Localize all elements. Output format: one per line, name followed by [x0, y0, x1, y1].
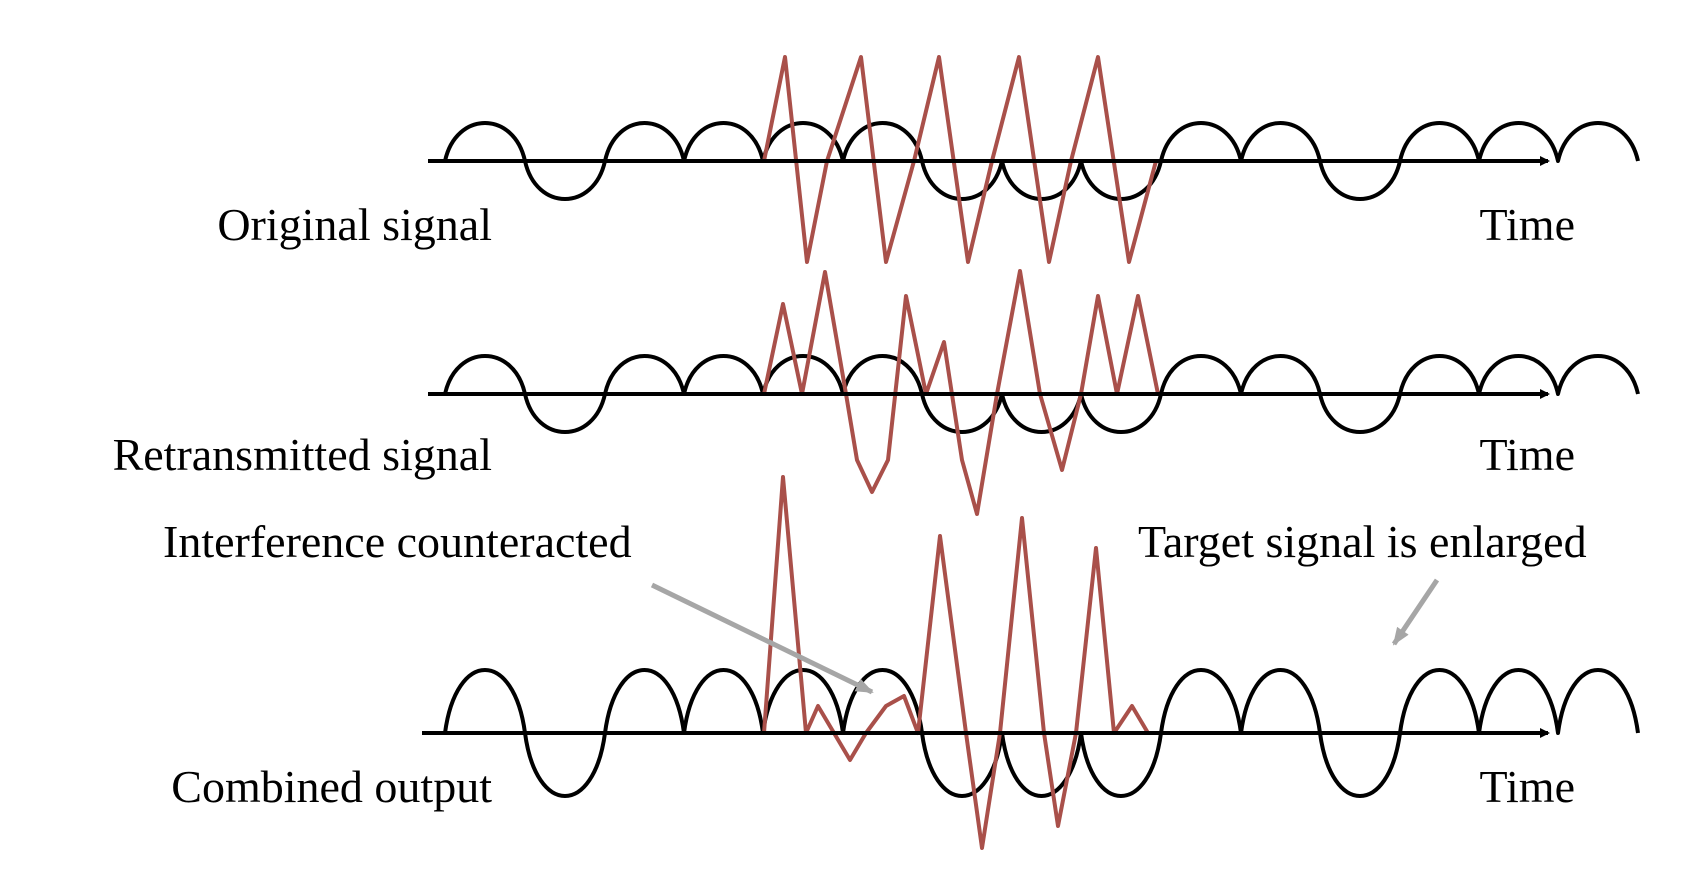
- combined-target-wave: [443, 668, 1640, 798]
- annotation-arrow-interference: [650, 582, 874, 695]
- panel-label-combined: Combined output: [171, 761, 492, 812]
- panel-retransmitted: Retransmitted signal Time: [113, 269, 1640, 516]
- panel-label-original: Original signal: [217, 199, 492, 250]
- retransmitted-interference-wave: [762, 269, 1160, 516]
- panel-combined: Combined output Time: [171, 475, 1640, 850]
- annotation-arrow-target: [1391, 578, 1440, 646]
- axis-label-time-3: Time: [1480, 761, 1575, 812]
- panel-label-retransmitted: Retransmitted signal: [113, 429, 492, 480]
- annotations: Interference counteracted Target signal …: [163, 516, 1587, 695]
- annotation-interference-counteracted: Interference counteracted: [163, 516, 632, 567]
- axis-label-time-1: Time: [1480, 199, 1575, 250]
- annotation-target-enlarged: Target signal is enlarged: [1138, 516, 1587, 567]
- retransmitted-target-wave: [443, 354, 1640, 434]
- axis-label-time-2: Time: [1480, 429, 1575, 480]
- combined-interference-wave: [762, 475, 1160, 850]
- panel-original: Original signal Time: [217, 55, 1640, 264]
